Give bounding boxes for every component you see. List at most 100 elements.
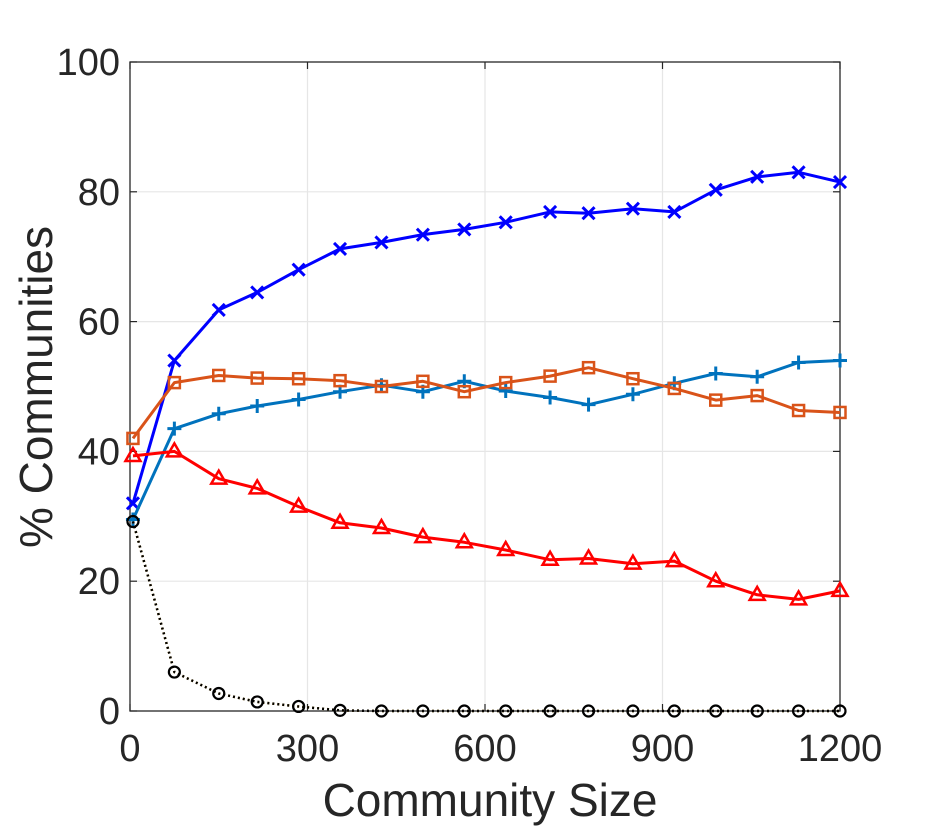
y-tick-label: 100 [57, 42, 120, 84]
data-point-marker [706, 570, 726, 588]
data-point-marker [626, 704, 640, 718]
data-point-marker [788, 588, 809, 606]
data-point-marker [291, 392, 306, 407]
data-point-marker [123, 445, 143, 463]
series-line [131, 521, 840, 713]
data-point-marker [167, 421, 182, 436]
data-point-marker [291, 262, 306, 277]
series-dark-blue-x [125, 165, 848, 511]
tick-labels: 0 300 600 900 1200 0 20 40 60 80 100 [57, 42, 883, 770]
x-tick-label: 1200 [798, 728, 883, 770]
data-point-marker [333, 703, 347, 717]
data-point-marker [750, 369, 765, 384]
data-point-marker [625, 201, 640, 216]
x-tick-label: 900 [631, 728, 694, 770]
x-tick-label: 600 [453, 728, 516, 770]
data-point-marker [625, 387, 640, 402]
data-point-marker [496, 539, 516, 557]
data-point-marker [578, 547, 599, 565]
data-point-marker [167, 375, 182, 390]
x-tick-label: 300 [276, 728, 339, 770]
data-point-marker [288, 496, 309, 513]
data-point-marker [164, 440, 185, 458]
series-red-triangle [123, 440, 850, 606]
data-point-marker [832, 175, 848, 190]
data-point-marker [833, 353, 847, 368]
data-point-marker [330, 512, 350, 530]
data-point-marker [581, 704, 596, 718]
data-point-marker [543, 704, 557, 718]
y-axis-title: % Communities [10, 226, 62, 548]
data-series [123, 165, 850, 718]
data-point-marker [291, 371, 306, 386]
data-point-marker [750, 388, 764, 403]
data-point-marker [708, 182, 723, 197]
series-line [131, 170, 841, 504]
data-point-marker [209, 468, 229, 485]
data-point-marker [791, 704, 806, 718]
series-black-circle [126, 514, 847, 718]
data-point-marker [332, 241, 348, 256]
data-point-marker [374, 235, 389, 250]
data-point-marker [667, 204, 682, 219]
data-point-marker [167, 353, 182, 368]
y-tick-label: 80 [78, 172, 120, 214]
data-point-marker [543, 390, 558, 405]
data-point-marker [543, 204, 558, 219]
data-point-marker [791, 403, 806, 418]
data-point-marker [747, 584, 767, 602]
data-point-marker [374, 379, 389, 394]
data-point-marker [581, 206, 596, 221]
data-point-marker [581, 397, 596, 412]
x-axis-title: Community Size [323, 774, 658, 826]
data-point-marker [708, 366, 723, 381]
data-point-marker [167, 665, 181, 679]
data-point-marker [833, 405, 847, 420]
data-point-marker [212, 368, 226, 383]
data-point-marker [250, 695, 264, 709]
data-point-marker [833, 704, 847, 718]
data-point-marker [626, 371, 640, 386]
data-point-marker [247, 477, 267, 495]
data-point-marker [457, 384, 472, 399]
data-point-marker [211, 406, 226, 421]
data-point-marker [250, 285, 265, 300]
data-point-marker [126, 431, 140, 446]
y-tick-label: 0 [99, 691, 120, 733]
data-point-marker [664, 550, 684, 568]
data-point-marker [499, 704, 513, 718]
data-point-marker [416, 704, 430, 718]
data-point-marker [498, 384, 513, 399]
data-point-marker [413, 526, 433, 544]
data-point-marker [540, 549, 560, 567]
data-point-marker [498, 375, 513, 390]
data-point-marker [250, 371, 264, 385]
data-point-marker [750, 169, 765, 184]
y-tick-label: 40 [78, 431, 120, 473]
data-point-marker [374, 704, 389, 718]
data-point-marker [543, 369, 557, 383]
data-point-marker [212, 686, 226, 701]
x-tick-label: 0 [119, 728, 140, 770]
data-point-marker [333, 373, 347, 388]
data-point-marker [457, 704, 471, 718]
data-point-marker [454, 531, 474, 549]
data-point-marker [211, 302, 226, 317]
data-point-marker [581, 360, 596, 375]
data-point-marker [126, 514, 140, 529]
data-point-marker [667, 704, 681, 718]
y-tick-label: 20 [78, 561, 120, 603]
data-point-marker [750, 704, 764, 718]
data-point-marker [292, 699, 306, 714]
data-point-marker [830, 580, 850, 598]
y-tick-label: 60 [78, 302, 120, 344]
data-point-marker [250, 398, 265, 413]
data-point-marker [498, 215, 513, 230]
data-point-marker [709, 393, 723, 407]
data-point-marker [415, 227, 430, 242]
series-orange-square [126, 360, 847, 446]
data-point-marker [457, 222, 472, 237]
data-point-marker [416, 374, 430, 389]
